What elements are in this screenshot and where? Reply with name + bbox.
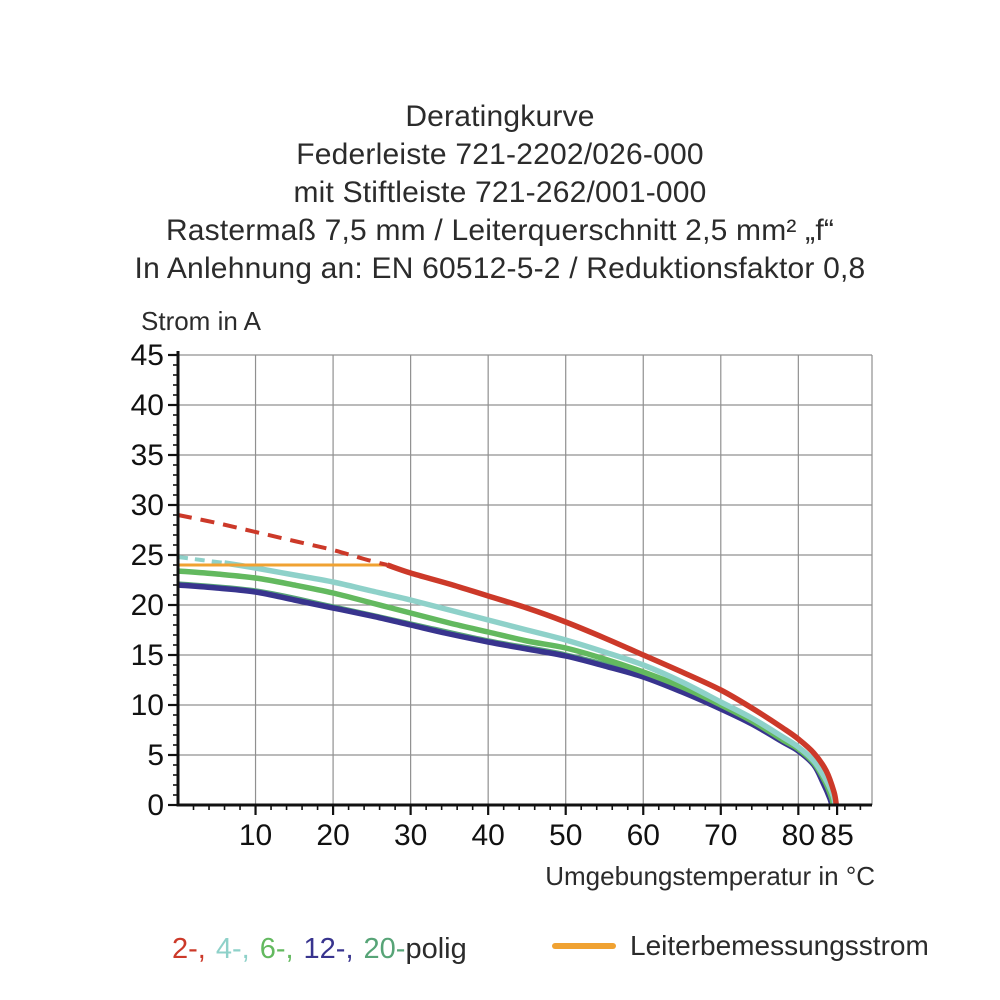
x-tick-label: 70 bbox=[704, 819, 737, 852]
axis-ticks bbox=[168, 353, 862, 815]
legend-pole-label: polig bbox=[405, 933, 467, 965]
y-tick-label: 10 bbox=[131, 689, 164, 722]
x-tick-label: 20 bbox=[316, 819, 349, 852]
chart-title-line-3: mit Stiftleiste 721-262/001-000 bbox=[293, 176, 707, 209]
curve-6-polig bbox=[177, 568, 836, 806]
x-tick-label: 80 bbox=[782, 819, 815, 852]
legend-rated-current: Leiterbemessungsstrom bbox=[552, 930, 929, 962]
x-tick-label: 60 bbox=[627, 819, 660, 852]
chart-title-line-5: In Anlehnung an: EN 60512-5-2 / Reduktio… bbox=[134, 252, 866, 285]
legend-pole-counts: 2-, 4-, 6-, 12-, 20-polig bbox=[172, 933, 467, 966]
x-tick-label: 85 bbox=[820, 819, 853, 852]
rated-current-label: Leiterbemessungsstrom bbox=[630, 930, 929, 961]
y-tick-label: 45 bbox=[131, 339, 164, 372]
chart-title-block: Deratingkurve Federleiste 721-2202/026-0… bbox=[0, 98, 1000, 288]
tick-labels: 0 5 10 15 20 25 30 35 40 45 10 20 30 40 50 60 70 80 85 bbox=[131, 339, 854, 852]
y-tick-label: 30 bbox=[131, 489, 164, 522]
legend-pole-label: 2-, bbox=[172, 933, 206, 965]
curve-2-polig-derating-gestrichelt bbox=[177, 513, 388, 567]
axes bbox=[176, 351, 872, 807]
x-tick-label: 50 bbox=[549, 819, 582, 852]
y-tick-label: 0 bbox=[147, 789, 164, 822]
y-tick-label: 35 bbox=[131, 439, 164, 472]
chart-title-line-4: Rastermaß 7,5 mm / Leiterquerschnitt 2,5… bbox=[165, 214, 835, 247]
legend-pole-label: 12-, bbox=[303, 933, 354, 965]
legend-pole-label: 4-, bbox=[215, 933, 250, 965]
chart-title-line-1: Deratingkurve bbox=[405, 100, 595, 133]
chart-title-line-2: Federleiste 721-2202/026-000 bbox=[296, 138, 704, 171]
curve-4-polig-anfang-gestrichelt bbox=[177, 555, 225, 565]
y-tick-label: 25 bbox=[131, 539, 164, 572]
curve-2-polig bbox=[386, 562, 840, 806]
x-tick-label: 40 bbox=[471, 819, 504, 852]
curve-4-polig bbox=[224, 560, 838, 806]
x-tick-label: 10 bbox=[239, 819, 272, 852]
gridlines bbox=[178, 354, 873, 805]
legend-pole-label: 6-, bbox=[259, 933, 294, 965]
x-tick-label: 30 bbox=[394, 819, 427, 852]
y-tick-label: 20 bbox=[131, 589, 164, 622]
y-tick-label: 15 bbox=[131, 639, 164, 672]
x-axis-title: Umgebungstemperatur in °C bbox=[545, 861, 875, 891]
y-tick-label: 40 bbox=[131, 389, 164, 422]
legend-pole-label: 20- bbox=[363, 933, 406, 965]
y-axis-title: Strom in A bbox=[141, 306, 261, 336]
y-tick-label: 5 bbox=[147, 739, 164, 772]
rated-current-line-swatch bbox=[552, 943, 616, 949]
series bbox=[177, 513, 840, 806]
